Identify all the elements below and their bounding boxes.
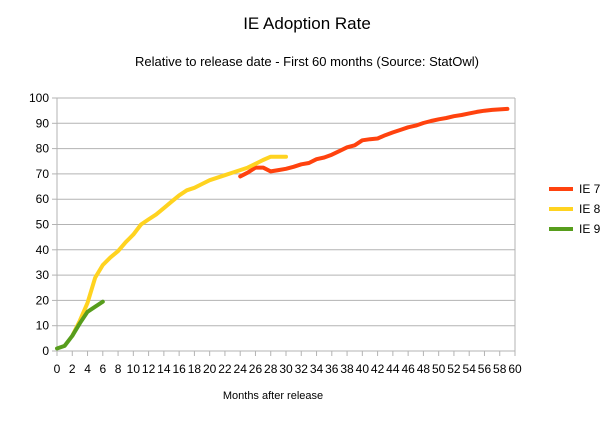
y-tick-label: 0 — [42, 344, 49, 358]
x-tick-label: 0 — [54, 362, 61, 376]
x-tick-label: 24 — [234, 362, 248, 376]
y-tick-label: 60 — [36, 192, 50, 206]
x-tick-label: 8 — [115, 362, 122, 376]
x-tick-label: 20 — [203, 362, 217, 376]
x-tick-label: 4 — [84, 362, 91, 376]
x-tick-label: 34 — [310, 362, 324, 376]
x-tick-label: 12 — [142, 362, 156, 376]
x-tick-label: 14 — [157, 362, 171, 376]
x-axis-ticks: 0 2 4 6 8 10 12 14 16 18 20 22 24 26 28 30 32 34 36 38 40 42 4… — [54, 351, 522, 376]
series-line-ie-9 — [55, 299, 105, 351]
y-tick-label: 100 — [29, 91, 49, 105]
legend-label-ie-9: IE 9 — [579, 222, 601, 236]
y-tick-label: 30 — [36, 268, 50, 282]
y-tick-label: 40 — [36, 243, 50, 257]
x-tick-label: 18 — [188, 362, 202, 376]
x-tick-label: 26 — [249, 362, 263, 376]
y-tick-label: 70 — [36, 167, 50, 181]
legend-label-ie-8: IE 8 — [579, 202, 601, 216]
y-tick-label: 80 — [36, 142, 50, 156]
x-tick-label: 54 — [463, 362, 477, 376]
x-tick-label: 60 — [508, 362, 522, 376]
y-axis-ticks: 0 10 20 30 40 50 60 70 80 90 100 — [29, 91, 57, 358]
x-tick-label: 56 — [478, 362, 492, 376]
chart-title: IE Adoption Rate — [243, 14, 371, 33]
x-tick-label: 40 — [356, 362, 370, 376]
x-tick-label: 10 — [127, 362, 141, 376]
x-tick-label: 16 — [172, 362, 186, 376]
legend: IE 7 IE 8 IE 9 — [549, 182, 601, 236]
x-tick-label: 36 — [325, 362, 339, 376]
x-tick-label: 52 — [447, 362, 461, 376]
x-tick-label: 28 — [264, 362, 278, 376]
x-tick-label: 30 — [279, 362, 293, 376]
y-tick-label: 10 — [36, 319, 50, 333]
legend-label-ie-7: IE 7 — [579, 182, 601, 196]
series-line-ie-8 — [70, 154, 288, 338]
chart-subtitle: Relative to release date - First 60 mont… — [135, 54, 479, 69]
y-tick-label: 90 — [36, 116, 50, 130]
series-lines — [55, 106, 510, 351]
y-tick-label: 20 — [36, 293, 50, 307]
x-tick-label: 2 — [69, 362, 76, 376]
x-tick-label: 42 — [371, 362, 385, 376]
x-tick-label: 46 — [401, 362, 415, 376]
grid-lines — [56, 97, 516, 352]
x-tick-label: 48 — [417, 362, 431, 376]
x-tick-label: 44 — [386, 362, 400, 376]
x-axis-label: Months after release — [223, 390, 323, 402]
x-tick-label: 32 — [295, 362, 309, 376]
x-tick-label: 6 — [99, 362, 106, 376]
x-tick-label: 50 — [432, 362, 446, 376]
x-tick-label: 22 — [218, 362, 232, 376]
x-tick-label: 58 — [493, 362, 507, 376]
series-line-ie-7 — [238, 106, 510, 179]
x-tick-label: 38 — [340, 362, 354, 376]
y-tick-label: 50 — [36, 218, 50, 232]
